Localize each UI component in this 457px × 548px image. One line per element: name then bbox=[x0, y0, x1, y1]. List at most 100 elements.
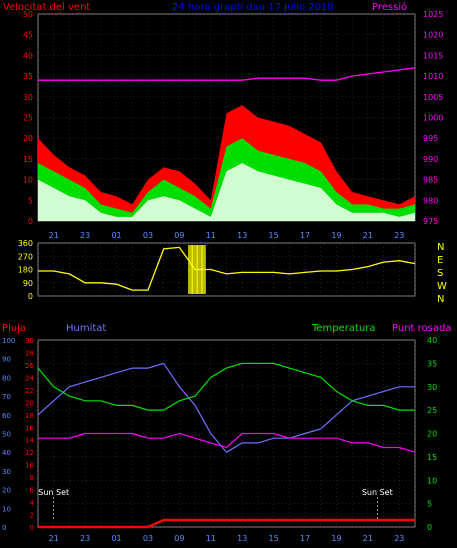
humidity-label: Humitat bbox=[66, 323, 106, 334]
direction-tick-label: 90 bbox=[23, 279, 33, 288]
sunset-label: Sun Set bbox=[38, 488, 69, 497]
right-tick-label: 985 bbox=[423, 176, 438, 185]
rain-tick-label: 20 bbox=[2, 487, 11, 495]
left-tick-label: 20 bbox=[23, 134, 33, 143]
wind-direction-line bbox=[38, 246, 416, 291]
left-axis-label: Velocitat del vent bbox=[3, 2, 90, 13]
x-tick-label: 17 bbox=[300, 534, 310, 543]
x-tick-label: 01 bbox=[111, 231, 121, 240]
temperature-tick-label: 30 bbox=[427, 383, 437, 392]
direction-tick-label: 180 bbox=[18, 266, 33, 275]
compass-label: W bbox=[437, 281, 447, 292]
right-tick-label: 980 bbox=[423, 196, 438, 205]
x-tick-label: 01 bbox=[111, 534, 121, 543]
compass-label: N bbox=[437, 242, 444, 253]
humidity-tick-label: 26 bbox=[25, 362, 34, 370]
right-tick-label: 1010 bbox=[423, 72, 443, 81]
compass-label: S bbox=[437, 268, 443, 279]
humidity-tick-label: 14 bbox=[25, 437, 34, 445]
right-tick-label: 990 bbox=[423, 155, 438, 164]
wind-pressure-series bbox=[38, 67, 416, 221]
humidity-tick-label: 8 bbox=[30, 474, 34, 482]
temperature-label: Temperatura bbox=[311, 323, 376, 334]
humidity-tick-label: 0 bbox=[30, 524, 34, 532]
rain-humidity-grid bbox=[37, 339, 416, 528]
series-line-Punt rosada bbox=[38, 432, 416, 453]
humidity-tick-label: 4 bbox=[30, 499, 35, 507]
left-tick-label: 25 bbox=[23, 114, 33, 123]
x-tick-label: 09 bbox=[174, 231, 184, 240]
x-tick-label: 19 bbox=[331, 534, 341, 543]
temperature-tick-label: 5 bbox=[427, 500, 432, 509]
x-tick-label: 09 bbox=[174, 534, 184, 543]
x-tick-label: 15 bbox=[269, 534, 279, 543]
pressure-line bbox=[38, 67, 416, 81]
humidity-tick-label: 10 bbox=[25, 462, 34, 470]
x-tick-label: 13 bbox=[237, 534, 247, 543]
wind-pressure-panel: 0510152025303540455097598098599099510001… bbox=[3, 1, 443, 240]
direction-tick-label: 270 bbox=[18, 252, 33, 261]
compass-label: E bbox=[437, 255, 443, 266]
humidity-tick-label: 28 bbox=[25, 349, 34, 357]
humidity-tick-label: 18 bbox=[25, 412, 34, 420]
x-tick-label: 23 bbox=[394, 534, 404, 543]
temperature-tick-label: 40 bbox=[427, 336, 437, 345]
direction-tick-label: 360 bbox=[18, 239, 33, 248]
x-tick-label: 11 bbox=[206, 231, 216, 240]
right-tick-label: 1000 bbox=[423, 114, 443, 123]
x-tick-label: 17 bbox=[300, 231, 310, 240]
temperature-tick-label: 0 bbox=[427, 523, 432, 532]
left-tick-label: 15 bbox=[23, 155, 33, 164]
right-tick-label: 995 bbox=[423, 134, 438, 143]
left-tick-label: 50 bbox=[23, 10, 33, 19]
dew-point-label: Punt rosada bbox=[392, 323, 451, 334]
rain-tick-label: 60 bbox=[2, 412, 11, 420]
x-tick-label: 21 bbox=[49, 231, 59, 240]
x-tick-label: 21 bbox=[363, 534, 373, 543]
rain-label: Pluja bbox=[2, 323, 26, 334]
left-tick-label: 45 bbox=[23, 31, 33, 40]
chart-title: 24 hora graph dau 17 Julio 2018 bbox=[172, 2, 334, 13]
rain-tick-label: 80 bbox=[2, 374, 11, 382]
temperature-tick-label: 15 bbox=[427, 453, 437, 462]
x-tick-label: 23 bbox=[80, 231, 90, 240]
left-tick-label: 5 bbox=[28, 196, 33, 205]
left-tick-label: 35 bbox=[23, 72, 33, 81]
temperature-tick-label: 10 bbox=[427, 476, 437, 485]
x-tick-label: 23 bbox=[394, 231, 404, 240]
x-tick-label: 19 bbox=[331, 231, 341, 240]
temperature-tick-label: 35 bbox=[427, 359, 437, 368]
rain-tick-label: 40 bbox=[2, 449, 11, 457]
rain-humidity-temperature-panel: Sun Set Sun Set01020304050607080901000246… bbox=[2, 323, 451, 543]
x-tick-label: 21 bbox=[363, 231, 373, 240]
rain-tick-label: 50 bbox=[2, 431, 11, 439]
temperature-tick-label: 20 bbox=[427, 430, 437, 439]
series-line-Temperatura bbox=[37, 362, 415, 411]
x-tick-label: 03 bbox=[143, 231, 153, 240]
right-axis-label: Pressió bbox=[372, 1, 407, 13]
left-tick-label: 40 bbox=[23, 51, 33, 60]
right-tick-label: 1025 bbox=[423, 10, 443, 19]
humidity-tick-label: 6 bbox=[30, 487, 35, 495]
compass-label: N bbox=[437, 294, 444, 305]
wind-direction-grid bbox=[37, 242, 416, 297]
series-line-Pluja bbox=[38, 518, 415, 529]
x-tick-label: 03 bbox=[143, 534, 153, 543]
x-tick-label: 23 bbox=[80, 534, 90, 543]
rain-tick-label: 100 bbox=[2, 337, 15, 345]
humidity-tick-label: 2 bbox=[30, 512, 34, 520]
left-tick-label: 30 bbox=[23, 93, 33, 102]
x-tick-label: 15 bbox=[269, 231, 279, 240]
humidity-tick-label: 24 bbox=[25, 374, 34, 382]
direction-tick-label: 0 bbox=[28, 292, 33, 301]
temperature-tick-label: 25 bbox=[427, 406, 437, 415]
rain-tick-label: 0 bbox=[2, 524, 6, 532]
right-tick-label: 1005 bbox=[423, 93, 443, 102]
left-tick-label: 10 bbox=[23, 176, 33, 185]
rain-humidity-ticks: Sun Set Sun Set01020304050607080901000246… bbox=[2, 336, 437, 543]
left-tick-label: 0 bbox=[28, 217, 33, 226]
rain-humidity-series bbox=[37, 362, 416, 529]
